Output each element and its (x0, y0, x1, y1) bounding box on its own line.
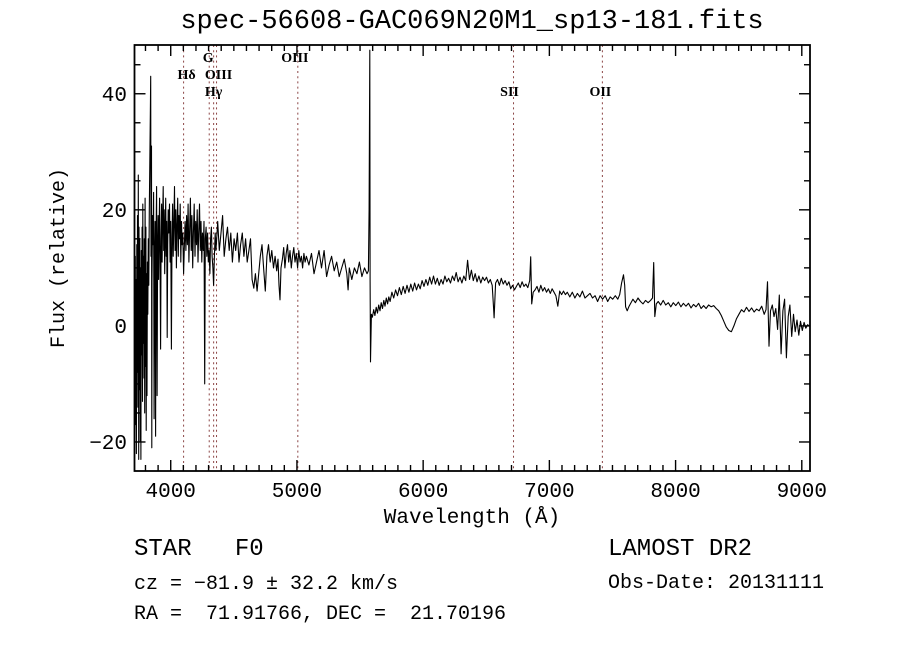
marker-label-Hγ: Hγ (205, 85, 223, 100)
y-tick-label: 40 (102, 85, 127, 108)
marker-label-SII: SII (500, 85, 519, 100)
object-class-label: STAR F0 (134, 536, 264, 563)
axis-ticks (134, 45, 810, 471)
cz-velocity-label: cz = −81.9 ± 32.2 km/s (134, 573, 399, 596)
x-axis-label: Wavelength (Å) (383, 507, 561, 530)
x-tick-label: 9000 (777, 481, 827, 504)
tick-labels: 4000 5000 6000 7000 8000 9000 −20 0 20 40 (89, 85, 827, 504)
x-tick-label: 6000 (398, 481, 448, 504)
marker-label-Hδ: Hδ (178, 68, 196, 83)
y-axis-label: Flux (relative) (48, 167, 71, 349)
marker-label-OII: OII (589, 85, 611, 100)
obs-date-label: Obs-Date: 20131111 (608, 572, 825, 595)
marker-label-G: G (203, 51, 214, 66)
ra-dec-label: RA = 71.91766, DEC = 21.70196 (134, 603, 507, 626)
x-tick-label: 4000 (146, 481, 196, 504)
x-tick-label: 5000 (272, 481, 322, 504)
y-tick-label: −20 (89, 433, 127, 456)
marker-label-OIII: OIII (281, 51, 308, 66)
y-tick-label: 0 (114, 317, 127, 340)
x-tick-label: 7000 (524, 481, 574, 504)
plot-title: spec-56608-GAC069N20M1_sp13-181.fits (180, 7, 764, 37)
spectrum-path (133, 49, 810, 460)
survey-label: LAMOST DR2 (608, 536, 753, 563)
plot-frame (133, 44, 811, 472)
y-tick-label: 20 (102, 201, 127, 224)
marker-label-OIII: OIII (205, 68, 232, 83)
x-tick-label: 8000 (650, 481, 700, 504)
spectral-line-markers: Hδ G Hγ OIII OIII SII OII (178, 45, 611, 471)
